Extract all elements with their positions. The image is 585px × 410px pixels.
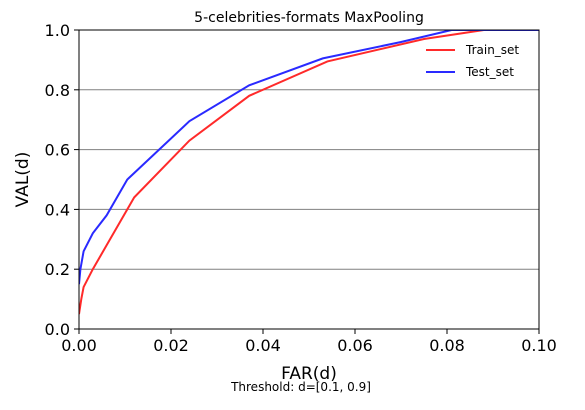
y-tick-label-1: 0.2 [45,260,70,279]
x-tick-label-5: 0.10 [521,336,557,355]
x-tick-label-0: 0.00 [61,336,97,355]
legend: Train_set Test_set [426,43,519,79]
legend-label-0: Train_set [465,43,519,57]
x-tick-label-1: 0.02 [153,336,189,355]
plot-frame [78,29,540,330]
y-tick-label-2: 0.4 [45,200,70,219]
y-axis-label: VAL(d) [13,152,33,208]
x-axis-label: FAR(d) [281,364,337,384]
series-layer [79,30,539,315]
grid-lines [79,89,539,270]
series-line-train-set [79,30,539,315]
series-line-test-set [79,30,539,285]
axis-ticks: 0.00 0.02 0.04 0.06 0.08 0.10 0.0 0.2 0.4 0.6 0.8 1… [45,21,557,355]
x-tick-label-4: 0.08 [429,336,465,355]
x-tick-label-3: 0.06 [337,336,373,355]
y-tick-label-5: 1.0 [45,21,70,40]
y-tick-label-0: 0.0 [45,320,70,339]
x-tick-label-2: 0.04 [245,336,281,355]
chart-title: 5-celebrities-formats MaxPooling [194,10,424,26]
y-tick-label-3: 0.6 [45,141,70,160]
y-tick-label-4: 0.8 [45,81,70,100]
legend-label-1: Test_set [465,65,514,79]
threshold-annotation: Threshold: d=[0.1, 0.9] [230,380,371,394]
